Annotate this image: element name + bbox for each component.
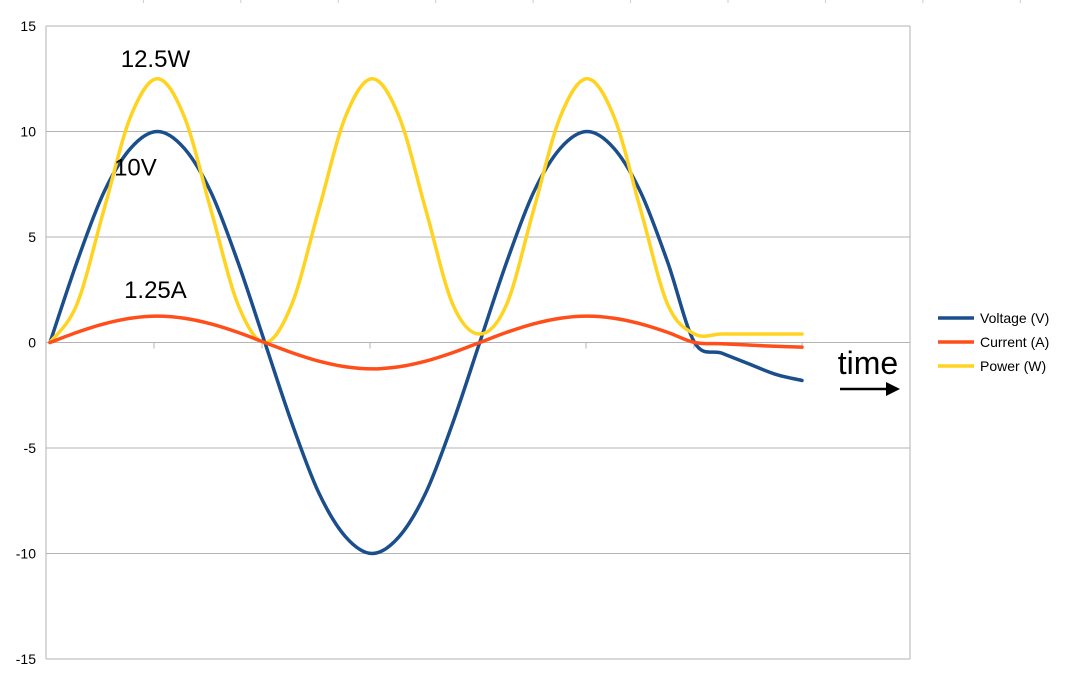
legend: Voltage (V) Current (A) Power (W) [938,310,1049,374]
legend-label: Power (W) [980,358,1046,374]
annotation-label: 1.25A [124,277,187,304]
y-tick-label: -5 [24,440,37,456]
legend-label: Voltage (V) [980,310,1049,326]
annotations: 12.5W 10V 1.25A [114,46,190,304]
time-annotation: time [838,345,900,396]
x-axis-label: time [838,345,898,381]
legend-label: Current (A) [980,334,1049,350]
time-arrow-head [886,382,900,396]
y-tick-label: 15 [20,18,36,34]
y-tick-label: 10 [20,124,36,140]
series-line-power [48,77,804,345]
annotation-label: 12.5W [121,46,191,73]
series-line-current [48,314,804,371]
y-tick-label: 5 [28,229,36,245]
y-tick-labels: 15 10 5 0 -5 -10 -15 [16,18,36,667]
series-lines [48,77,804,556]
annotation-label: 10V [114,155,157,182]
y-tick-label: -15 [16,651,36,667]
series-line-voltage [48,129,804,556]
axes [45,0,1021,659]
y-tick-label: 0 [28,335,36,351]
y-tick-label: -10 [16,546,36,562]
